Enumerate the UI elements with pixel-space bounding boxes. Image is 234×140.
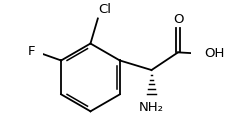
Text: O: O: [173, 13, 183, 26]
Text: NH₂: NH₂: [139, 101, 164, 114]
Text: F: F: [28, 45, 35, 58]
Text: Cl: Cl: [99, 3, 112, 16]
Text: OH: OH: [205, 47, 225, 60]
